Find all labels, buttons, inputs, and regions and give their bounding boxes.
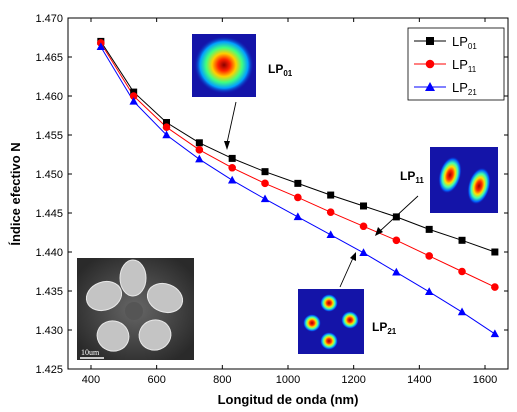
data-point-lp21 (260, 194, 270, 203)
data-point-lp11 (425, 252, 433, 260)
mode-image-lp21 (298, 289, 364, 354)
data-point-lp21 (457, 307, 467, 316)
mode-image-lp01 (192, 34, 256, 97)
data-point-lp11 (491, 283, 499, 291)
y-tick-label: 1.440 (35, 247, 63, 259)
data-point-lp01 (327, 191, 335, 199)
y-tick-label: 1.435 (35, 286, 63, 298)
data-point-lp11 (162, 123, 171, 131)
data-point-lp21 (195, 154, 204, 163)
x-tick-label: 1600 (473, 374, 497, 386)
data-point-lp21 (129, 96, 138, 105)
x-tick-label: 1000 (276, 374, 300, 386)
arrow-lp01 (224, 101, 237, 150)
x-tick-label: 600 (147, 374, 165, 386)
data-point-lp21 (162, 130, 171, 139)
legend-sub-lp01: 01 (468, 42, 477, 51)
x-tick-label: 1200 (341, 374, 365, 386)
y-tick-label: 1.425 (35, 364, 63, 376)
legend: LP01 LP11 LP21 (407, 27, 505, 101)
y-axis-title: Índice efectivo N (8, 142, 23, 245)
legend-item-lp11: LP11 (414, 57, 477, 74)
data-point-lp11 (129, 92, 138, 100)
arrow-lp21 (339, 252, 356, 288)
data-point-lp01 (163, 119, 171, 127)
y-tick-label: 1.460 (35, 91, 63, 103)
data-point-lp11 (294, 193, 302, 202)
svg-text:LP21: LP21 (452, 80, 477, 97)
annotation-lp21: LP21 (372, 320, 397, 336)
data-point-lp01 (195, 139, 203, 147)
legend-label-lp21: LP (452, 80, 468, 95)
data-point-lp01 (458, 236, 466, 244)
data-point-lp21 (424, 287, 434, 295)
x-axis: 400 600 800 1000 1200 1400 1600 (82, 18, 497, 386)
data-point-lp21 (359, 248, 368, 256)
data-point-lp21 (96, 42, 106, 51)
x-tick-label: 800 (213, 374, 231, 386)
data-point-lp11 (359, 222, 368, 231)
data-point-lp01 (491, 248, 499, 256)
legend-sub-lp11: 11 (468, 65, 477, 74)
data-point-lp21 (227, 175, 237, 184)
annotation-lp11: LP11 (400, 169, 424, 185)
y-tick-label: 1.470 (35, 13, 63, 25)
legend-item-lp21: LP21 (414, 80, 477, 97)
data-point-lp11 (195, 146, 204, 154)
annotation-lp01: LP01 (268, 62, 293, 78)
fiber-cross-section-image: 10um (77, 258, 194, 360)
legend-label-lp01: LP (452, 34, 468, 49)
legend-sub-lp21: 21 (468, 88, 477, 97)
mode-image-lp11 (430, 147, 498, 213)
x-tick-label: 400 (82, 374, 100, 386)
data-point-lp11 (261, 179, 269, 188)
y-tick-label: 1.445 (35, 208, 63, 220)
y-tick-label: 1.455 (35, 130, 63, 142)
legend-item-lp01: LP01 (414, 34, 477, 51)
data-point-lp01 (130, 88, 138, 96)
y-axis: 1.425 1.430 1.435 1.440 1.445 1.450 1.455 1.460… (35, 13, 508, 376)
scale-bar-label: 10um (81, 348, 100, 357)
data-point-lp01 (360, 202, 368, 210)
svg-text:LP11: LP11 (452, 57, 477, 74)
data-point-lp21 (392, 267, 401, 276)
x-tick-label: 1400 (407, 374, 431, 386)
data-point-lp01 (261, 168, 269, 176)
svg-text:LP01: LP01 (452, 34, 477, 51)
legend-label-lp11: LP (452, 57, 468, 72)
data-point-lp11 (228, 163, 236, 172)
y-tick-label: 1.465 (35, 52, 63, 64)
data-point-lp11 (326, 208, 335, 217)
data-point-lp01 (228, 154, 236, 162)
y-tick-label: 1.430 (35, 325, 63, 337)
data-point-lp21 (490, 329, 500, 338)
series-markers (96, 37, 500, 338)
data-point-lp21 (293, 212, 303, 221)
data-point-lp11 (392, 236, 401, 245)
data-point-lp01 (294, 179, 302, 187)
data-point-lp11 (458, 267, 466, 276)
data-point-lp01 (392, 213, 400, 221)
data-point-lp21 (326, 230, 335, 239)
y-tick-label: 1.450 (35, 169, 63, 181)
arrow-lp11 (375, 195, 419, 236)
data-point-lp01 (425, 225, 433, 233)
x-axis-title: Longitud de onda (nm) (218, 392, 359, 407)
